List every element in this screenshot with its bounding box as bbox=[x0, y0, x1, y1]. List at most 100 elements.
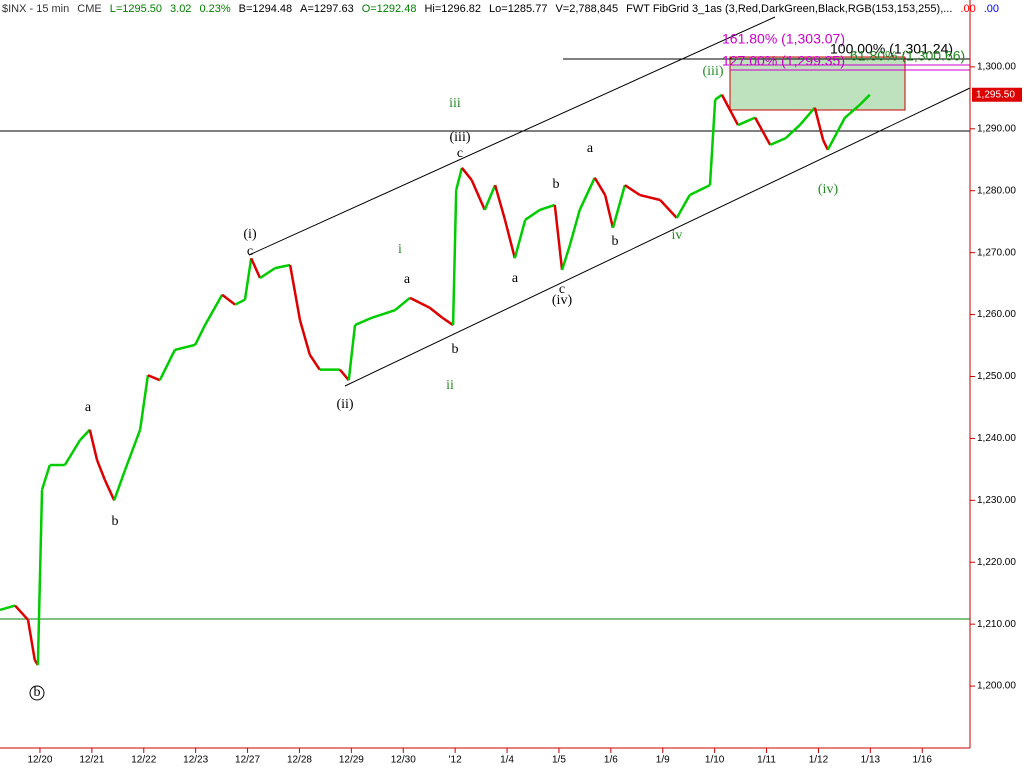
header-item: $INX - 15 min bbox=[2, 3, 69, 15]
header-item: A=1297.63 bbox=[300, 3, 354, 15]
wave-label: i bbox=[398, 242, 402, 257]
label-circle bbox=[29, 685, 45, 701]
x-tick-label: 12/20 bbox=[27, 755, 52, 766]
price-segment bbox=[720, 94, 740, 126]
header-item: L=1295.50 bbox=[110, 3, 162, 15]
x-tick-label: 12/22 bbox=[131, 755, 156, 766]
fib-label: 127.00% (1,299.35) bbox=[722, 53, 845, 69]
price-segment bbox=[14, 604, 29, 621]
wave-label: c bbox=[247, 244, 253, 259]
price-segment bbox=[493, 184, 507, 221]
wave-label: (iii) bbox=[450, 130, 471, 145]
price-segment bbox=[798, 106, 816, 126]
y-tick-label: 1,280.00 bbox=[977, 185, 1016, 196]
y-tick-label: 1,230.00 bbox=[977, 495, 1016, 506]
header-item: FWT FibGrid 3_1as (3,Red,DarkGreen,Black… bbox=[626, 3, 952, 15]
price-segment bbox=[409, 296, 431, 309]
price-segment bbox=[441, 316, 454, 327]
price-segment bbox=[539, 203, 556, 212]
y-tick-label: 1,210.00 bbox=[977, 619, 1016, 630]
wave-label: b bbox=[452, 342, 459, 357]
price-segment bbox=[259, 267, 276, 280]
x-tick-label: 1/6 bbox=[604, 755, 618, 766]
wave-label: ii bbox=[446, 378, 454, 393]
price-segment bbox=[308, 354, 321, 371]
price-segment bbox=[0, 604, 16, 612]
price-segment bbox=[689, 184, 711, 197]
price-segment bbox=[859, 93, 871, 106]
price-segment bbox=[221, 293, 236, 306]
x-tick-label: 1/11 bbox=[757, 755, 776, 766]
price-segment bbox=[203, 294, 224, 326]
price-segment bbox=[659, 199, 678, 219]
price-segment bbox=[769, 136, 787, 147]
price-segment bbox=[513, 219, 527, 259]
x-tick-label: 1/5 bbox=[552, 755, 566, 766]
wave-label: c bbox=[457, 146, 463, 161]
price-segment bbox=[821, 139, 829, 151]
price-segment bbox=[138, 375, 150, 430]
price-segment bbox=[451, 190, 458, 326]
wave-label: a bbox=[85, 400, 92, 415]
price-segment bbox=[611, 184, 627, 229]
x-tick-label: 12/30 bbox=[391, 755, 416, 766]
price-segment bbox=[338, 368, 350, 381]
price-segment bbox=[454, 167, 464, 191]
price-segment bbox=[560, 244, 572, 271]
price-segment bbox=[243, 258, 253, 300]
wave-label: a bbox=[404, 272, 411, 287]
price-segment bbox=[784, 124, 801, 139]
x-tick-label: 1/13 bbox=[861, 755, 881, 766]
price-segment bbox=[714, 93, 723, 101]
price-segment bbox=[503, 219, 517, 259]
price-segment bbox=[147, 374, 161, 382]
price-segment bbox=[354, 316, 373, 327]
y-tick-label: 1,240.00 bbox=[977, 433, 1016, 444]
price-segment bbox=[603, 194, 615, 229]
price-segment bbox=[113, 469, 127, 501]
y-tick-label: 1,200.00 bbox=[977, 681, 1016, 692]
price-segment bbox=[524, 208, 541, 221]
wave-label: iii bbox=[449, 96, 461, 111]
x-tick-label: 12/29 bbox=[339, 755, 364, 766]
fib-box bbox=[729, 56, 906, 111]
header-item: .00 bbox=[960, 3, 975, 15]
price-segment bbox=[483, 184, 497, 211]
price-segment bbox=[26, 619, 37, 661]
wave-label: b bbox=[553, 177, 560, 192]
wave-label: iv bbox=[672, 228, 683, 243]
x-tick-label: 12/27 bbox=[235, 755, 260, 766]
price-segment bbox=[274, 263, 291, 270]
price-segment bbox=[639, 193, 661, 202]
price-segment bbox=[174, 343, 196, 352]
price-segment bbox=[553, 204, 564, 271]
price-segment bbox=[194, 324, 207, 346]
price-segment bbox=[250, 257, 262, 279]
price-segment bbox=[394, 296, 411, 312]
wave-label: (iv) bbox=[552, 293, 573, 308]
wave-label: b bbox=[612, 234, 619, 249]
x-tick-label: 1/12 bbox=[809, 755, 829, 766]
wave-label: c bbox=[559, 282, 565, 297]
wave-label: (i) bbox=[243, 227, 257, 242]
y-tick-label: 1,290.00 bbox=[977, 123, 1016, 134]
x-tick-label: 12/28 bbox=[287, 755, 312, 766]
price-segment bbox=[79, 428, 91, 442]
x-tick-label: '12 bbox=[449, 755, 462, 766]
price-segment bbox=[568, 209, 581, 246]
channel-line bbox=[248, 16, 776, 256]
fib-label: 100.00% (1,301.24) bbox=[830, 41, 953, 57]
x-tick-label: 12/23 bbox=[183, 755, 208, 766]
header-item: V=2,788,845 bbox=[555, 3, 618, 15]
fib-label: 61.80% (1,300.66) bbox=[850, 48, 965, 64]
price-segment bbox=[754, 117, 772, 146]
header-item: .00 bbox=[984, 3, 999, 15]
price-segment bbox=[103, 479, 116, 501]
wave-label: a bbox=[587, 141, 594, 156]
price-segment bbox=[371, 309, 396, 319]
price-segment bbox=[288, 264, 302, 321]
x-tick-label: 1/4 bbox=[500, 755, 514, 766]
header-item: Lo=1285.77 bbox=[489, 3, 547, 15]
